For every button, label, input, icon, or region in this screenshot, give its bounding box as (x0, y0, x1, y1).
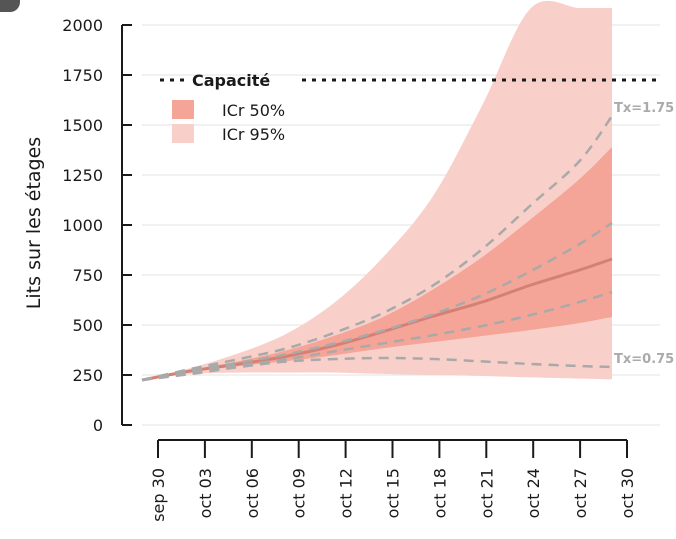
capacity-line-group: Capacité (160, 71, 660, 90)
x-tick-label: sep 30 (149, 468, 168, 522)
legend-swatch-ci50 (172, 100, 194, 119)
y-tick-label: 500 (72, 316, 103, 335)
ci50-area (142, 147, 612, 380)
legend-label-ci95: ICr 95% (222, 125, 285, 144)
y-tick-label: 2000 (62, 16, 103, 35)
scenario-label: Tx=1.75 (614, 101, 674, 116)
x-tick-label: oct 15 (384, 468, 403, 518)
x-tick-label: oct 18 (430, 468, 449, 518)
y-tick-label: 1000 (62, 216, 103, 235)
y-tick-label: 750 (72, 266, 103, 285)
median-series-line (141, 257, 613, 382)
capacity-label: Capacité (192, 71, 270, 90)
axes: 0 250 500 750 1000 1250 1500 1750 2000 sep 30 oct … (62, 16, 637, 522)
x-tick-label: oct 12 (337, 468, 356, 518)
scenario-label: Tx=0.75 (614, 352, 674, 367)
x-tick-label: oct 27 (571, 468, 590, 518)
x-tick-label: oct 09 (290, 468, 309, 518)
y-tick-label: 0 (93, 416, 103, 435)
x-tick-label: oct 30 (618, 468, 637, 518)
y-tick-label: 1750 (62, 66, 103, 85)
y-axis-label: Lits sur les étages (23, 137, 45, 309)
y-tick-label: 1500 (62, 116, 103, 135)
scenario-line (141, 115, 614, 382)
legend-label-ci50: ICr 50% (222, 101, 285, 120)
median-line (141, 257, 613, 382)
ci50-band (142, 147, 612, 380)
y-tick-label: 250 (72, 366, 103, 385)
legend-swatch-ci95 (172, 124, 194, 143)
legend: ICr 50% ICr 95% (172, 100, 285, 144)
scenario-line (141, 356, 613, 382)
x-tick-label: oct 06 (243, 468, 262, 518)
scenario-line (141, 290, 613, 382)
y-tick-label: 1250 (62, 166, 103, 185)
x-tick-label: oct 21 (477, 468, 496, 518)
scenario-lines: Tx=1.75 Tx=0.75 (141, 101, 674, 382)
x-tick-label: oct 03 (196, 468, 215, 518)
x-tick-label: oct 24 (524, 468, 543, 518)
corner-marker (0, 0, 20, 12)
